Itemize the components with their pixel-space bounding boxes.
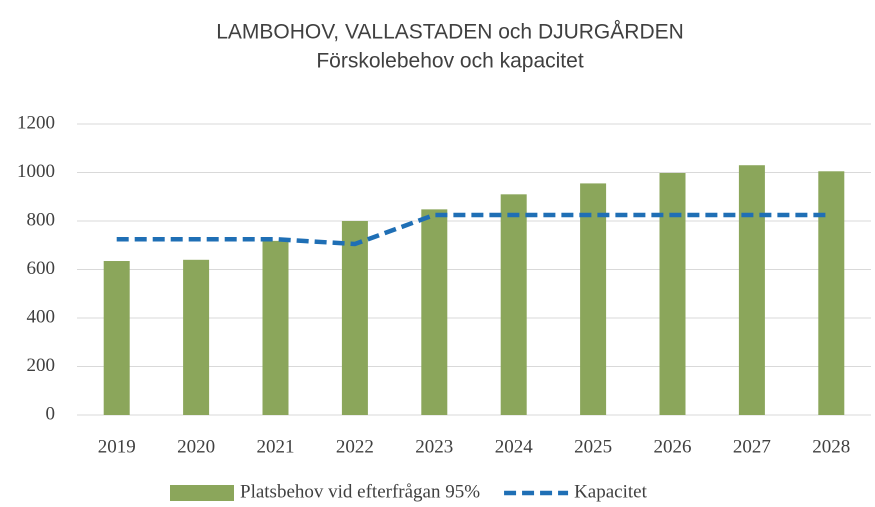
- bar: [500, 194, 527, 415]
- bar: [659, 172, 686, 415]
- y-tick-label: 600: [27, 258, 56, 279]
- y-tick-label: 1200: [17, 112, 55, 133]
- y-tick-label: 0: [46, 403, 56, 424]
- bar: [421, 209, 448, 415]
- bar: [818, 171, 845, 415]
- y-tick-label: 200: [27, 355, 56, 376]
- x-tick-label: 2024: [495, 436, 534, 457]
- bar: [580, 183, 607, 415]
- legend-label: Kapacitet: [574, 481, 648, 502]
- y-tick-label: 1000: [17, 161, 55, 182]
- bar: [738, 165, 765, 415]
- x-tick-label: 2021: [257, 436, 295, 457]
- x-tick-label: 2020: [177, 436, 215, 457]
- chart-title: LAMBOHOV, VALLASTADEN och DJURGÅRDEN: [216, 21, 684, 44]
- y-tick-label: 400: [27, 306, 56, 327]
- x-tick-label: 2027: [733, 436, 771, 457]
- x-tick-label: 2026: [654, 436, 692, 457]
- bar: [103, 261, 130, 415]
- line: [116, 212, 832, 247]
- legend-label: Platsbehov vid efterfrågan 95%: [240, 481, 480, 502]
- x-tick-label: 2023: [415, 436, 453, 457]
- x-tick-label: 2022: [336, 436, 374, 457]
- bar: [262, 240, 289, 415]
- y-tick-label: 800: [27, 209, 56, 230]
- chart-subtitle: Förskolebehov och kapacitet: [316, 50, 583, 73]
- bar: [183, 259, 210, 415]
- x-tick-label: 2019: [98, 436, 136, 457]
- legend-swatch: [170, 485, 234, 501]
- x-tick-label: 2028: [812, 436, 850, 457]
- bar: [341, 221, 368, 415]
- x-tick-label: 2025: [574, 436, 612, 457]
